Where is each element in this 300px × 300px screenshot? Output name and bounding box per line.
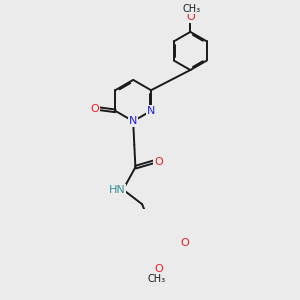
- Text: HN: HN: [108, 184, 125, 195]
- Text: N: N: [147, 106, 155, 116]
- Text: N: N: [129, 116, 137, 126]
- Text: O: O: [154, 157, 163, 166]
- Text: O: O: [154, 264, 164, 274]
- Text: O: O: [186, 12, 195, 22]
- Text: CH₃: CH₃: [148, 274, 166, 284]
- Text: CH₃: CH₃: [182, 4, 200, 14]
- Text: O: O: [90, 103, 99, 114]
- Text: O: O: [180, 238, 189, 248]
